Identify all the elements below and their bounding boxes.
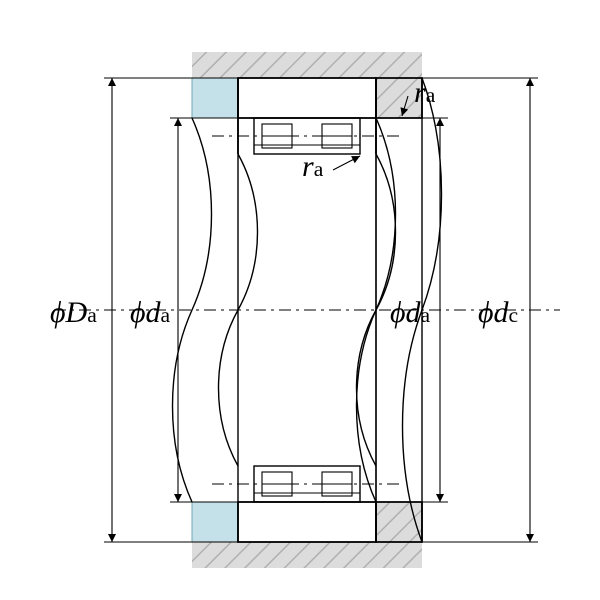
label-phi-da-right: ϕda [390, 296, 430, 330]
label-phi-Da: ϕDa [50, 296, 97, 330]
label-phi-da-left: ϕda [130, 296, 170, 330]
label-ra-outer: ra [414, 76, 435, 110]
label-phi-dc: ϕdc [478, 296, 518, 330]
label-ra-inner: ra [302, 150, 323, 184]
